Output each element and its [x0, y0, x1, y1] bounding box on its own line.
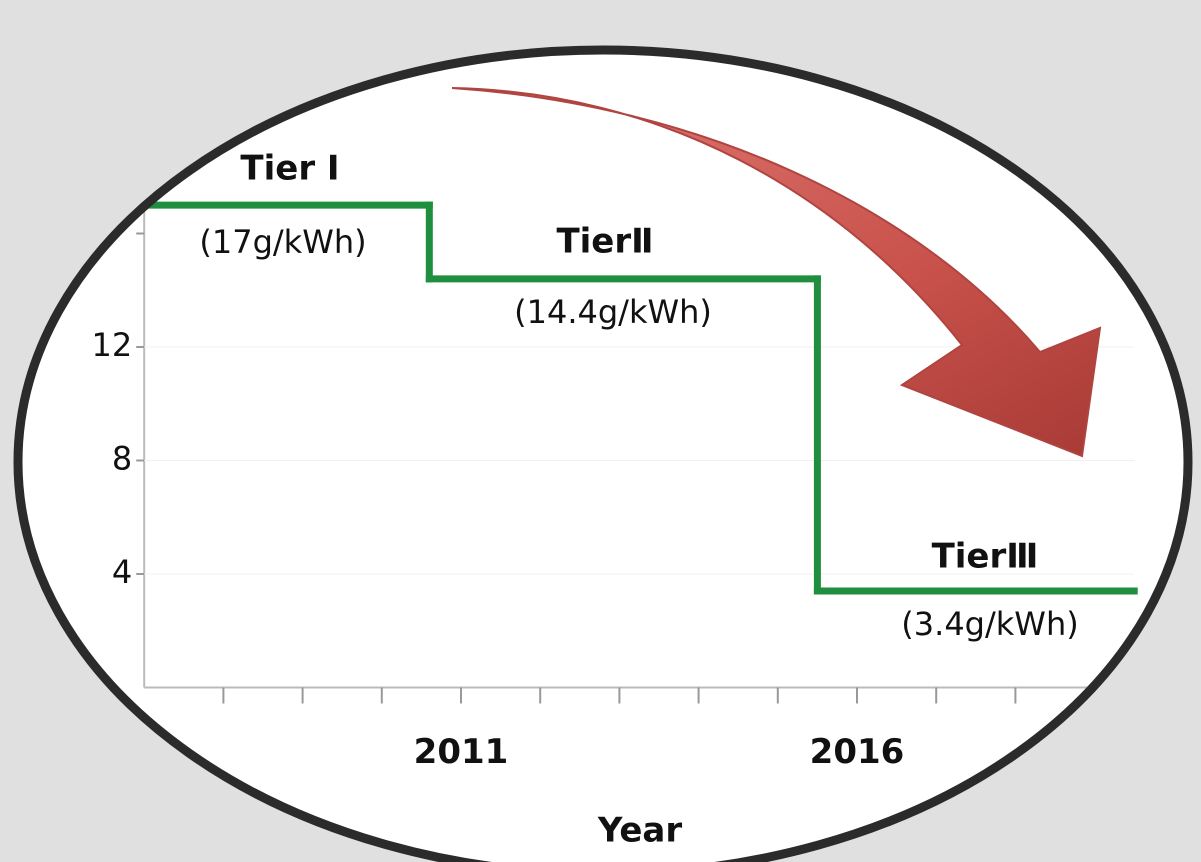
y-tick-label: 8 [112, 440, 132, 478]
annotation: (14.4g/kWh) [514, 293, 712, 331]
annotation: TierⅢ [932, 537, 1039, 577]
oval-border [13, 45, 1193, 862]
annotation: (3.4g/kWh) [901, 605, 1078, 643]
annotation: TierⅡ [556, 222, 653, 262]
x-axis-label: Year [597, 811, 683, 851]
x-tick-label: 2011 [414, 732, 509, 772]
annotation: Tier Ⅰ [240, 149, 339, 189]
y-tick-label: 4 [112, 553, 132, 591]
plot-area: 2011 2016 Year [136, 190, 1138, 851]
trend-arrow [451, 87, 1102, 458]
y-tick-label: 12 [91, 326, 132, 364]
x-tick-label: 2016 [810, 732, 905, 772]
annotation: (17g/kWh) [199, 223, 366, 261]
